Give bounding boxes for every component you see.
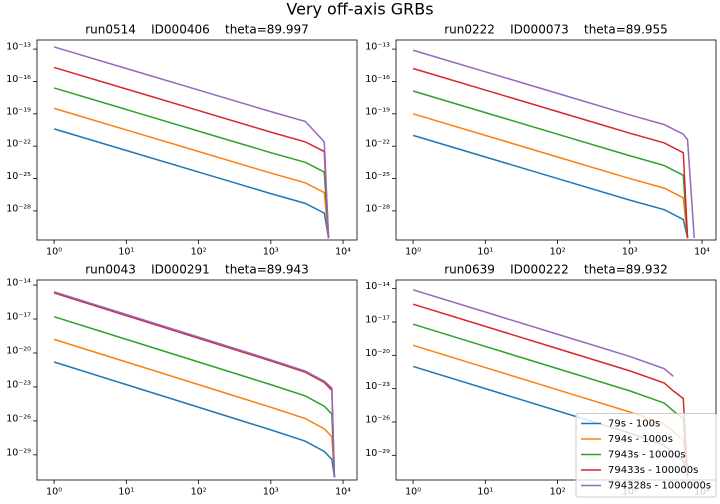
legend-label: 79433s - 100000s xyxy=(608,465,698,476)
plot-lines xyxy=(53,291,336,478)
x-tick-label: 10¹ xyxy=(477,487,493,498)
series-line xyxy=(412,134,689,239)
legend-box xyxy=(575,413,717,498)
series-line xyxy=(53,87,330,239)
x-tick-label: 10³ xyxy=(263,487,279,498)
axes-frame xyxy=(36,279,358,481)
subplot-title: run0639 ID000222 theta=89.932 xyxy=(444,263,668,277)
x-tick-label: 10² xyxy=(191,247,207,258)
y-tick-label: 10⁻¹⁹ xyxy=(6,106,31,117)
x-tick-label: 10¹ xyxy=(477,247,493,258)
y-tick-label: 10⁻²⁰ xyxy=(365,348,390,359)
y-tick-label: 10⁻²⁹ xyxy=(365,448,390,459)
figure-title: Very off-axis GRBs xyxy=(286,0,433,19)
y-tick-label: 10⁻²⁶ xyxy=(6,413,31,424)
y-tick-label: 10⁻¹³ xyxy=(365,42,390,53)
legend: 79s - 100s 794s - 1000s 7943s - 10000s 7943… xyxy=(575,413,717,498)
subplot: run0514 ID000406 theta=89.997 10⁰ 10¹ 10² 10… xyxy=(6,23,358,258)
y-tick-label: 10⁻²⁰ xyxy=(6,345,31,356)
series-line xyxy=(412,303,689,478)
y-tick-label: 10⁻²⁵ xyxy=(365,171,390,182)
subplot-title: run0514 ID000406 theta=89.997 xyxy=(85,23,309,37)
x-tick-label: 10¹ xyxy=(118,247,134,258)
y-tick-label: 10⁻²² xyxy=(365,139,390,150)
series-line xyxy=(53,128,330,239)
x-tick-label: 10⁰ xyxy=(405,247,421,258)
legend-label: 7943s - 10000s xyxy=(608,450,686,461)
y-tick-label: 10⁻¹⁴ xyxy=(6,278,31,289)
y-tick-label: 10⁻²³ xyxy=(365,381,390,392)
x-tick-label: 10³ xyxy=(263,247,279,258)
series-line xyxy=(53,315,336,478)
x-tick-label: 10⁰ xyxy=(46,247,62,258)
axes-frame xyxy=(395,279,717,481)
y-tick-label: 10⁻²² xyxy=(6,139,31,150)
plot-lines xyxy=(412,49,695,239)
subplot-title: run0043 ID000291 theta=89.943 xyxy=(85,263,309,277)
x-tick-label: 10⁴ xyxy=(335,247,351,258)
series-line xyxy=(412,67,689,239)
series-line xyxy=(53,46,330,239)
x-tick-label: 10¹ xyxy=(118,487,134,498)
series-line xyxy=(53,291,336,478)
y-tick-label: 10⁻²⁵ xyxy=(6,171,31,182)
series-line xyxy=(53,361,336,478)
x-tick-label: 10⁰ xyxy=(46,487,62,498)
subplot: run0639 ID000222 theta=89.932 10⁰ 10¹ 10² 10… xyxy=(365,263,717,498)
legend-label: 79s - 100s xyxy=(608,419,660,430)
y-tick-label: 10⁻²⁶ xyxy=(365,414,390,425)
subplot: run0222 ID000073 theta=89.955 10⁰ 10¹ 10² 10… xyxy=(365,23,717,258)
axes-frame xyxy=(395,39,717,241)
series-line xyxy=(412,90,689,239)
y-tick-label: 10⁻¹⁷ xyxy=(6,312,31,323)
x-tick-label: 10² xyxy=(550,487,566,498)
y-tick-label: 10⁻¹⁶ xyxy=(365,74,390,85)
x-tick-label: 10⁴ xyxy=(694,247,710,258)
y-tick-label: 10⁻²⁸ xyxy=(365,203,390,214)
x-tick-label: 10³ xyxy=(622,247,638,258)
series-line xyxy=(53,107,330,239)
axes-frame xyxy=(36,39,358,241)
series-line xyxy=(53,292,336,478)
x-tick-label: 10⁴ xyxy=(335,487,351,498)
y-tick-label: 10⁻¹⁶ xyxy=(6,74,31,85)
y-tick-label: 10⁻²⁸ xyxy=(6,203,31,214)
legend-label: 794328s - 1000000s xyxy=(608,481,711,492)
series-line xyxy=(412,289,674,377)
x-tick-label: 10⁰ xyxy=(405,487,421,498)
plot-lines xyxy=(53,46,330,239)
y-tick-label: 10⁻¹⁹ xyxy=(365,106,390,117)
subplot-title: run0222 ID000073 theta=89.955 xyxy=(444,23,668,37)
y-tick-label: 10⁻¹⁷ xyxy=(365,314,390,325)
series-line xyxy=(412,113,689,239)
y-tick-label: 10⁻²³ xyxy=(6,379,31,390)
y-tick-label: 10⁻¹³ xyxy=(6,42,31,53)
series-line xyxy=(412,49,695,239)
y-tick-label: 10⁻²⁹ xyxy=(6,447,31,458)
legend-label: 794s - 1000s xyxy=(608,434,673,445)
y-tick-label: 10⁻¹⁴ xyxy=(365,281,390,292)
x-tick-label: 10² xyxy=(191,487,207,498)
x-tick-label: 10² xyxy=(550,247,566,258)
series-line xyxy=(53,338,336,478)
subplot: run0043 ID000291 theta=89.943 10⁰ 10¹ 10² 10… xyxy=(6,263,358,498)
